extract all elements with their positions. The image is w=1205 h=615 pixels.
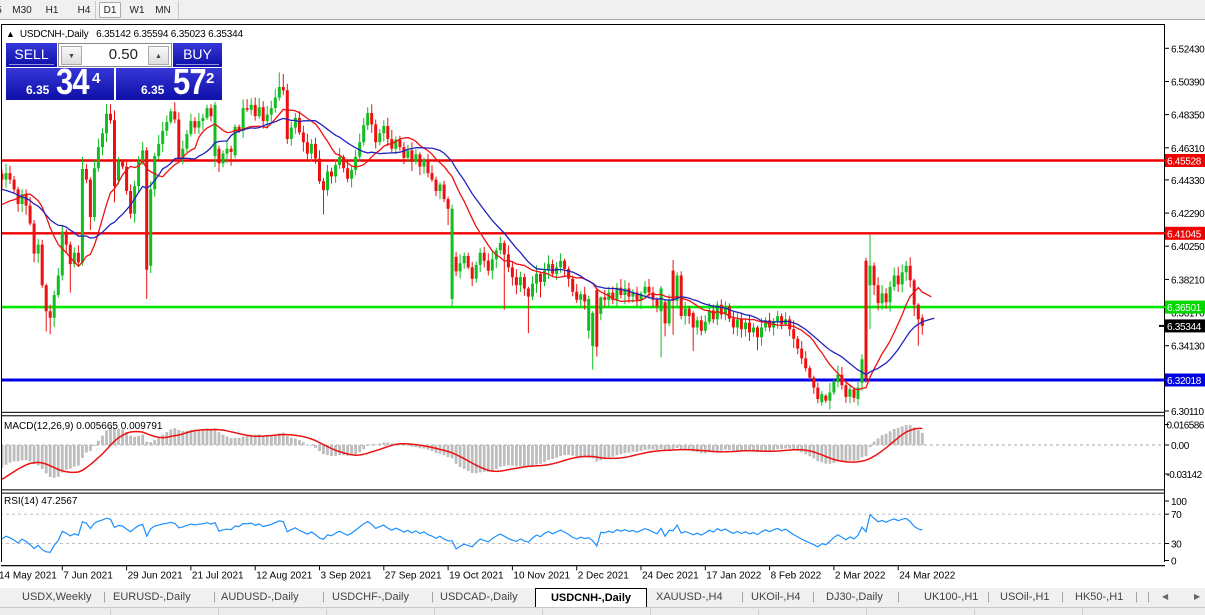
svg-text:6.52430: 6.52430 [1171, 44, 1205, 55]
svg-text:70: 70 [1171, 510, 1182, 521]
svg-text:30: 30 [1171, 540, 1182, 551]
svg-text:10 Nov 2021: 10 Nov 2021 [513, 571, 570, 582]
svg-text:6.45528: 6.45528 [1167, 157, 1202, 168]
svg-text:2 Mar 2022: 2 Mar 2022 [835, 571, 886, 582]
svg-text:6.34130: 6.34130 [1171, 342, 1205, 353]
svg-text:19 Oct 2021: 19 Oct 2021 [449, 571, 504, 582]
svg-text:27 Sep 2021: 27 Sep 2021 [385, 571, 442, 582]
svg-text:6.32018: 6.32018 [1167, 376, 1202, 387]
svg-text:21 Jul 2021: 21 Jul 2021 [192, 571, 244, 582]
svg-text:0.016586: 0.016586 [1167, 421, 1205, 432]
svg-text:6.36170: 6.36170 [1171, 309, 1205, 320]
svg-text:-0.03142: -0.03142 [1167, 470, 1203, 481]
svg-text:2 Dec 2021: 2 Dec 2021 [578, 571, 630, 582]
svg-text:6.40250: 6.40250 [1171, 242, 1205, 253]
svg-text:6.30110: 6.30110 [1171, 407, 1204, 418]
svg-text:14 May 2021: 14 May 2021 [0, 571, 57, 582]
svg-text:24 Mar 2022: 24 Mar 2022 [899, 571, 956, 582]
svg-text:6.38210: 6.38210 [1171, 275, 1205, 286]
svg-text:6.35344: 6.35344 [1167, 322, 1202, 333]
svg-text:RSI(14) 47.2567: RSI(14) 47.2567 [4, 496, 78, 507]
svg-text:6.50390: 6.50390 [1171, 78, 1205, 89]
svg-text:24 Dec 2021: 24 Dec 2021 [642, 571, 699, 582]
svg-text:17 Jan 2022: 17 Jan 2022 [706, 571, 761, 582]
svg-text:29 Jun 2021: 29 Jun 2021 [128, 571, 183, 582]
svg-text:8 Feb 2022: 8 Feb 2022 [771, 571, 822, 582]
svg-text:0: 0 [1171, 557, 1177, 568]
svg-text:6.44330: 6.44330 [1171, 176, 1205, 187]
svg-text:6.48350: 6.48350 [1171, 111, 1205, 122]
svg-text:6.42290: 6.42290 [1171, 209, 1205, 220]
svg-text:100: 100 [1171, 497, 1187, 508]
svg-text:3 Sep 2021: 3 Sep 2021 [321, 571, 373, 582]
svg-text:0.00: 0.00 [1171, 441, 1190, 452]
svg-text:6.36501: 6.36501 [1167, 303, 1202, 314]
svg-text:6.46310: 6.46310 [1171, 144, 1205, 155]
svg-text:12 Aug 2021: 12 Aug 2021 [256, 571, 313, 582]
svg-text:6.41045: 6.41045 [1167, 229, 1202, 240]
svg-text:7 Jun 2021: 7 Jun 2021 [63, 571, 113, 582]
svg-text:MACD(12,26,9) 0.005665 0.00979: MACD(12,26,9) 0.005665 0.009791 [4, 421, 163, 432]
